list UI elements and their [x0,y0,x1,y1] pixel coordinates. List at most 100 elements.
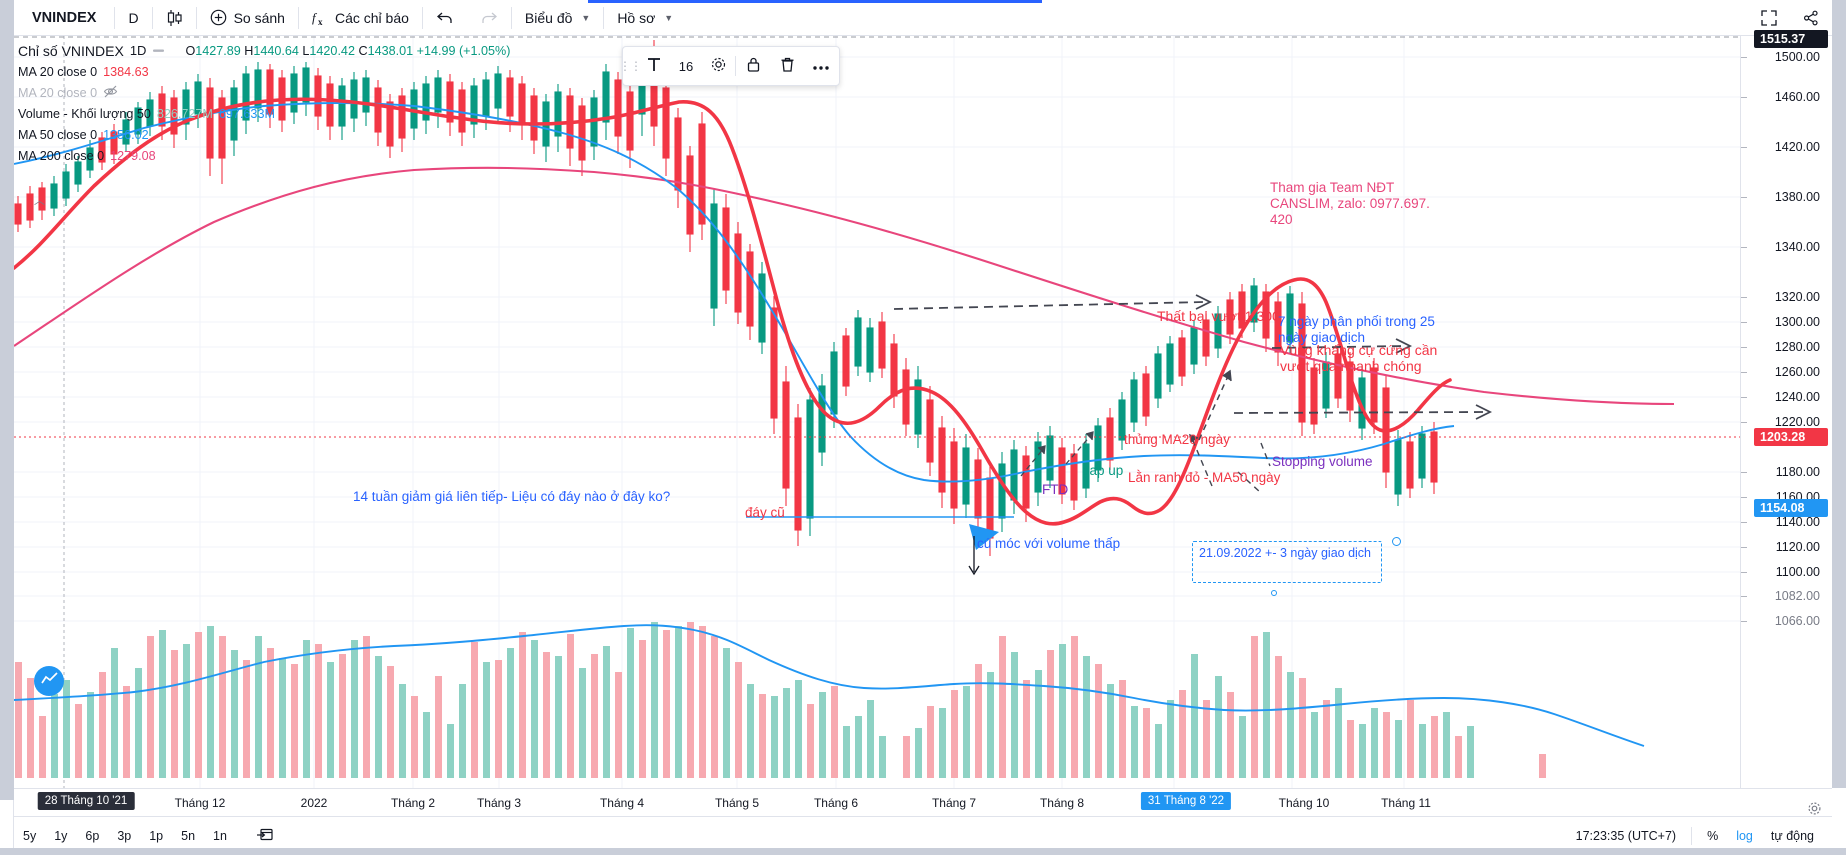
ohlc-h-value: 1440.64 [253,43,299,58]
font-size-button[interactable]: 16 [678,58,694,74]
divider [510,6,512,29]
annotation-team-ndt[interactable]: Tham gia Team NĐT CANSLIM, zalo: 0977.69… [1270,180,1430,227]
plus-circle-icon [210,9,227,26]
chart-svg [14,36,1740,788]
legend-row-volume[interactable]: Volume - Khối lượng 50 826.727M 697.633M [18,103,510,124]
eye-off-icon[interactable] [103,84,118,102]
range-1p[interactable]: 1p [149,828,164,843]
log-scale-button[interactable]: log [1736,828,1753,843]
time-axis[interactable]: 28 Tháng 10 '21 Tháng 12 2022 Tháng 2 Th… [14,788,1832,816]
chart-canvas[interactable]: Chỉ số VNINDEX 1D O1427.89 H1440.64 L142… [14,36,1740,788]
chart-legend: Chỉ số VNINDEX 1D O1427.89 H1440.64 L142… [18,40,510,166]
indicators-button[interactable]: f x Các chỉ báo [299,0,422,36]
annotation-ftd[interactable]: FTD [1042,482,1069,497]
profile-button[interactable]: Hồ sơ ▼ [604,0,686,36]
annotation-khang-cu[interactable]: Vùng kháng cự cứng cần vượt qua nhanh ch… [1280,342,1438,374]
text-tool-icon [646,56,662,77]
range-5y[interactable]: 5y [23,828,37,843]
date-range-measure-box[interactable]: 21.09.2022 +- 3 ngày giao dịch [1192,537,1401,596]
legend-ma50-value: 1356.02 [103,127,149,142]
legend-ohlc: O1427.89 H1440.64 L1420.42 C1438.01 +14.… [185,44,510,58]
last-price-badge[interactable]: 1203.28 [1754,428,1828,446]
ohlc-c-value: 1438.01 [367,43,414,58]
range-1y[interactable]: 1y [54,828,68,843]
left-edge-filler [0,800,14,855]
drag-grip-icon[interactable]: ⋮⋮ [619,59,642,73]
share-button[interactable] [1790,0,1832,36]
legend-row-ma20[interactable]: MA 20 close 0 1384.63 [18,61,510,82]
time-badge-current: 31 Tháng 8 '22 [1140,792,1232,810]
drawing-toolbar[interactable]: ⋮⋮ 16 [619,46,840,86]
divider [1691,826,1693,845]
range-1n[interactable]: 1n [213,828,227,843]
legend-interval: 1D [129,43,147,58]
legend-row-ma20-hidden[interactable]: MA 20 close 0 [18,82,510,103]
percent-scale-button[interactable]: % [1707,828,1719,843]
more-options-button[interactable] [804,47,838,85]
divider [114,6,116,29]
divider [603,6,605,29]
auto-scale-button[interactable]: tự động [1770,828,1814,843]
date-range-button[interactable] [236,826,283,846]
selected-price-badge[interactable]: 1154.08 [1754,499,1828,517]
top-toolbar: VNINDEX D [0,0,1846,36]
annotation-phan-phoi[interactable]: 7 ngày phân phối trong 25 ngày giao dịch [1278,314,1435,345]
price-axis[interactable]: 1500.00 1460.00 1420.00 1380.00 1340.00 … [1740,30,1830,788]
ohlc-c-label: C [358,43,368,58]
legend-row-ma200[interactable]: MA 200 close 0 1279.08 [18,145,510,166]
range-6p[interactable]: 6p [85,828,100,843]
bottom-status-bar: 5y 1y 6p 3p 1p 5n 1n 17:23:35 (UTC+7) % … [14,816,1832,854]
undo-button[interactable] [423,0,467,36]
trash-icon [780,56,795,77]
delete-button[interactable] [770,47,804,85]
symbol-button[interactable]: VNINDEX [32,9,97,26]
time-tick: Tháng 3 [476,796,522,810]
price-tick: 1140.00 [1775,515,1820,529]
price-tick: 1500.00 [1774,50,1820,64]
annotation-thung-ma20[interactable]: thủng MA20 ngày [1124,432,1230,447]
date-range-icon [256,828,274,846]
divider [421,6,423,29]
annotation-cu-moc[interactable]: cú móc với volume thấp [977,536,1121,551]
annotation-14-tuan[interactable]: 14 tuần giảm giá liên tiếp- Liệu có đáy … [353,489,671,504]
fullscreen-icon [1761,9,1777,26]
annotation-gap-up[interactable]: gap up [1082,463,1124,478]
chart-type-button[interactable] [153,0,196,36]
measure-handle-right[interactable] [1392,537,1401,546]
annotation-day-cu[interactable]: đáy cũ [745,505,785,520]
right-edge-scrollbar[interactable] [1832,36,1846,788]
time-axis-settings-icon[interactable] [1807,801,1822,819]
chart-watermark-button[interactable] [34,666,64,696]
legend-ma20-value: 1384.63 [103,64,149,79]
layout-button[interactable]: Biểu đồ ▼ [512,0,603,36]
volume-tick: 1066.00 [1774,614,1820,628]
redo-button[interactable] [467,0,511,36]
text-tool-button[interactable] [637,47,671,85]
interval-button[interactable]: D [128,9,139,26]
legend-title-row[interactable]: Chỉ số VNINDEX 1D O1427.89 H1440.64 L142… [18,40,510,61]
divider [735,56,736,76]
measure-handle-bottom[interactable] [1271,590,1277,596]
active-tab-underline [588,0,1042,3]
time-tick: Tháng 10 [1278,796,1330,810]
price-tick: 1100.00 [1775,565,1820,579]
fullscreen-button[interactable] [1748,0,1790,36]
compare-button[interactable]: So sánh [197,0,298,36]
annotation-stopping-volume[interactable]: Stopping volume [1272,454,1373,469]
lock-button[interactable] [736,47,770,85]
annotation-that-bai[interactable]: Thất bại vượt 1,300 [1157,308,1280,324]
ohlc-o-value: 1427.89 [195,43,241,58]
lock-icon [746,56,761,77]
left-edge-scrollbar[interactable] [0,36,14,800]
chevron-down-icon: ▼ [581,12,591,23]
visibility-toggle-icon[interactable] [152,44,165,57]
annotation-lan-ranh-do[interactable]: Lằn ranh đỏ - MA50 ngày [1128,470,1281,485]
legend-row-ma50[interactable]: MA 50 close 0 1356.02 [18,124,510,145]
drawing-settings-button[interactable] [701,47,735,85]
legend-collapse-icon[interactable]: ︿ [34,195,45,207]
range-3p[interactable]: 3p [117,828,132,843]
ohlc-change: +14.99 (+1.05%) [416,43,511,58]
price-tick: 1320.00 [1774,290,1820,304]
range-5n[interactable]: 5n [181,828,196,843]
